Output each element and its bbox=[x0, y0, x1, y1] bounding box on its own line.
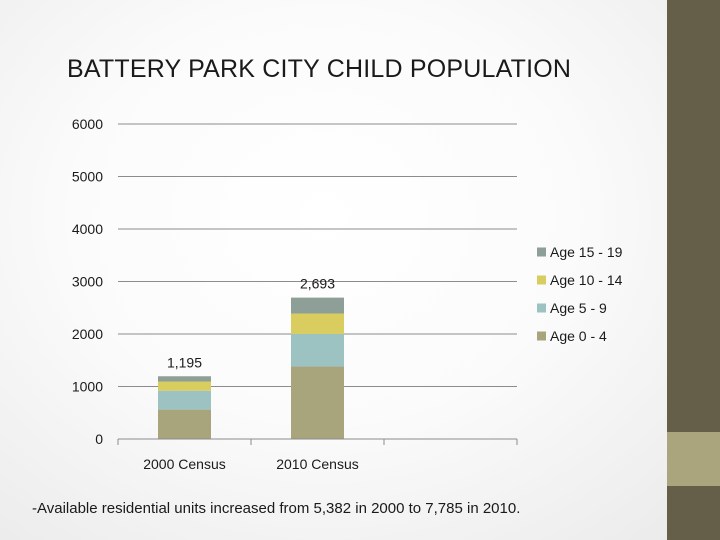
bar-segment bbox=[291, 334, 344, 367]
legend: Age 15 - 19 Age 10 - 14 Age 5 - 9 Age 0 - 4 bbox=[537, 244, 623, 344]
x-tick-label: 2010 Census bbox=[276, 456, 359, 472]
legend-label: Age 0 - 4 bbox=[550, 328, 607, 344]
bar-segment bbox=[291, 297, 344, 314]
legend-swatch bbox=[537, 303, 546, 313]
bars bbox=[158, 297, 344, 439]
slide-title: BATTERY PARK CITY CHILD POPULATION bbox=[67, 55, 572, 83]
legend-label: Age 15 - 19 bbox=[550, 244, 623, 260]
data-labels: 1,195 2,693 bbox=[167, 276, 335, 371]
data-label: 1,195 bbox=[167, 354, 202, 370]
data-label: 2,693 bbox=[300, 276, 335, 292]
y-tick-label: 6000 bbox=[72, 116, 103, 132]
y-tick-label: 2000 bbox=[72, 326, 103, 342]
y-tick-label: 5000 bbox=[72, 169, 103, 185]
legend-label: Age 5 - 9 bbox=[550, 300, 607, 316]
bar-segment bbox=[291, 366, 344, 439]
legend-swatch bbox=[537, 247, 546, 257]
footnote: -Available residential units increased f… bbox=[32, 500, 521, 517]
gridlines bbox=[118, 123, 517, 387]
bar-segment bbox=[158, 381, 211, 391]
bar-segment bbox=[158, 390, 211, 410]
y-tick-label: 1000 bbox=[72, 379, 103, 395]
x-axis bbox=[117, 438, 518, 445]
x-tick-label: 2000 Census bbox=[143, 456, 226, 472]
bar-segment bbox=[291, 313, 344, 334]
x-axis-tick-labels: 2000 Census 2010 Census bbox=[143, 456, 359, 472]
y-axis-tick-labels: 0 1000 2000 3000 4000 5000 6000 bbox=[72, 116, 103, 447]
legend-swatch bbox=[537, 275, 546, 285]
y-tick-label: 0 bbox=[95, 431, 103, 447]
legend-label: Age 10 - 14 bbox=[550, 272, 623, 288]
bar-segment bbox=[158, 376, 211, 382]
bar-segment bbox=[158, 409, 211, 439]
legend-swatch bbox=[537, 331, 546, 341]
y-tick-label: 4000 bbox=[72, 221, 103, 237]
side-decoration-accent bbox=[667, 432, 720, 486]
y-tick-label: 3000 bbox=[72, 274, 103, 290]
